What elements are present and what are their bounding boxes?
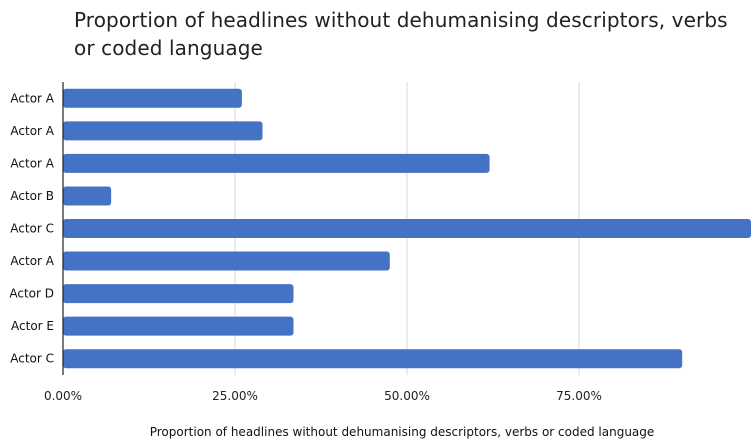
category-label: Actor A bbox=[10, 156, 54, 170]
category-label: Actor A bbox=[10, 91, 54, 105]
category-label: Actor A bbox=[10, 254, 54, 268]
category-label: Actor A bbox=[10, 124, 54, 138]
category-labels: Actor A Actor A Actor A Actor B Actor C Actor… bbox=[9, 91, 54, 365]
bar bbox=[63, 186, 112, 206]
bar bbox=[63, 219, 751, 238]
bars bbox=[63, 88, 751, 369]
category-label: Actor C bbox=[10, 222, 54, 236]
category-label: Actor B bbox=[10, 189, 54, 203]
x-tick-labels: 0.00% 25.00% 50.00% 75.00% bbox=[44, 389, 602, 403]
bar bbox=[63, 88, 242, 108]
bar bbox=[63, 251, 390, 271]
x-tick-label: 25.00% bbox=[212, 389, 258, 403]
bar bbox=[63, 316, 294, 336]
category-label: Actor C bbox=[10, 352, 54, 366]
category-label: Actor E bbox=[11, 319, 54, 333]
bar bbox=[63, 121, 263, 141]
chart-title-line-2: or coded language bbox=[74, 36, 263, 60]
x-tick-label: 75.00% bbox=[556, 389, 602, 403]
bar bbox=[63, 349, 683, 369]
x-tick-label: 0.00% bbox=[44, 389, 82, 403]
bar bbox=[63, 284, 294, 304]
category-label: Actor D bbox=[9, 287, 54, 301]
x-tick-label: 50.00% bbox=[384, 389, 430, 403]
bar bbox=[63, 153, 490, 173]
x-axis-title: Proportion of headlines without dehumani… bbox=[150, 425, 655, 439]
chart-title-line-1: Proportion of headlines without dehumani… bbox=[74, 8, 728, 32]
